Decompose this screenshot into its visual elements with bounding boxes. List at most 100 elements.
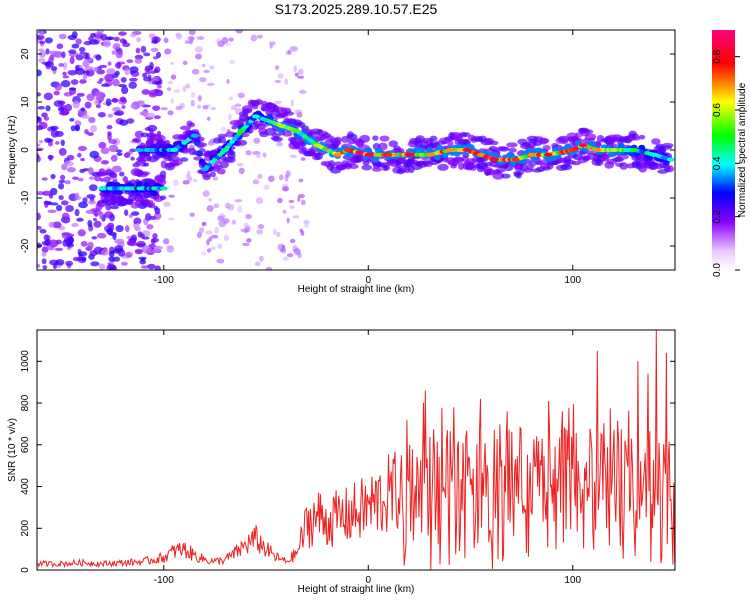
- trace-halo: [501, 173, 511, 179]
- noise-blob: [103, 39, 112, 48]
- noise-blob: [97, 80, 103, 85]
- noise-blob: [285, 50, 292, 56]
- noise-blob: [121, 105, 126, 109]
- noise-blob: [146, 224, 154, 230]
- noise-blob: [189, 37, 194, 45]
- noise-blob: [285, 170, 291, 178]
- noise-blob: [61, 212, 70, 221]
- trace-halo: [209, 171, 216, 178]
- noise-blob: [217, 243, 223, 249]
- noise-blob: [206, 205, 214, 212]
- y-tick-label: 800: [20, 394, 31, 411]
- noise-blob: [209, 65, 215, 70]
- noise-blob: [93, 67, 99, 72]
- x-tick-label: 100: [564, 575, 581, 586]
- noise-blob: [145, 213, 152, 221]
- trace-point: [237, 128, 246, 133]
- noise-blob: [212, 176, 219, 181]
- noise-blob: [136, 37, 142, 43]
- trace-halo: [571, 161, 582, 166]
- noise-blob: [245, 150, 252, 156]
- trace-body: [135, 181, 143, 188]
- trace-halo: [513, 170, 524, 176]
- trace-halo: [583, 129, 594, 134]
- y-tick-label: 10: [20, 96, 31, 108]
- trace-halo: [661, 145, 673, 150]
- noise-blob: [294, 109, 302, 115]
- noise-blob: [133, 217, 142, 225]
- trace-body: [564, 143, 572, 150]
- noise-blob: [74, 208, 80, 217]
- noise-blob: [41, 251, 47, 257]
- trace-point: [425, 152, 434, 157]
- noise-blob: [259, 255, 264, 262]
- noise-blob: [298, 89, 307, 95]
- noise-blob: [207, 140, 215, 146]
- trace-halo: [371, 167, 382, 172]
- noise-blob: [141, 245, 152, 254]
- noise-blob: [37, 105, 45, 110]
- trace-halo: [361, 164, 373, 171]
- noise-blob: [122, 42, 131, 48]
- noise-blob: [69, 56, 75, 65]
- noise-blob: [168, 194, 175, 198]
- noise-blob: [106, 227, 114, 236]
- noise-blob: [45, 48, 50, 55]
- noise-blob: [48, 221, 55, 228]
- noise-blob: [65, 204, 74, 213]
- noise-blob: [128, 77, 139, 82]
- noise-blob: [196, 231, 202, 239]
- noise-blob: [118, 31, 127, 36]
- trace-point: [200, 167, 209, 172]
- noise-blob: [153, 205, 159, 211]
- noise-blob: [78, 251, 88, 257]
- noise-blob: [50, 202, 59, 206]
- noise-blob: [134, 58, 143, 64]
- noise-blob: [223, 234, 230, 242]
- noise-blob: [160, 107, 168, 111]
- trace-halo: [224, 150, 236, 156]
- trace-point: [221, 148, 230, 152]
- noise-blob: [109, 205, 119, 210]
- noise-blob: [55, 204, 63, 212]
- noise-blob: [289, 154, 298, 158]
- noise-blob: [71, 223, 79, 228]
- noise-blob: [77, 229, 86, 237]
- noise-blob: [115, 224, 124, 233]
- snr-plot-area: [37, 330, 675, 570]
- colorbar-ticks: 0.0 0.2 0.4 0.6 0.8: [712, 49, 740, 277]
- trace-point: [446, 148, 455, 152]
- trace-halo: [172, 159, 183, 166]
- noise-blob: [37, 263, 41, 269]
- trace-halo: [388, 140, 399, 148]
- noise-blob: [61, 51, 66, 59]
- noise-blob: [126, 240, 135, 246]
- trace-halo: [187, 122, 196, 128]
- noise-blob: [231, 105, 237, 111]
- noise-blob: [223, 218, 230, 224]
- trace-halo: [159, 170, 167, 178]
- noise-blob: [170, 61, 174, 66]
- noise-blob: [124, 68, 130, 76]
- chart-title: S173.2025.289.10.57.E25: [275, 1, 438, 17]
- noise-blob: [192, 178, 198, 183]
- noise-blob: [106, 68, 116, 75]
- colorbar-gradient: [712, 30, 735, 270]
- spectrogram-x-ticks: -100 0 100: [154, 30, 582, 286]
- noise-blob: [300, 157, 306, 161]
- noise-blob: [107, 133, 112, 141]
- noise-blob: [53, 100, 64, 108]
- noise-blob: [52, 221, 62, 229]
- noise-blob: [202, 190, 210, 197]
- noise-blob: [72, 176, 79, 180]
- noise-blob: [299, 228, 303, 233]
- noise-blob: [79, 168, 86, 174]
- noise-blob: [60, 80, 71, 88]
- noise-blob: [139, 111, 149, 116]
- noise-blob: [75, 64, 80, 72]
- noise-blob: [234, 199, 243, 203]
- noise-blob: [84, 129, 89, 135]
- trace-halo: [506, 142, 518, 148]
- noise-blob: [90, 124, 97, 133]
- y-tick-label: -20: [20, 238, 31, 253]
